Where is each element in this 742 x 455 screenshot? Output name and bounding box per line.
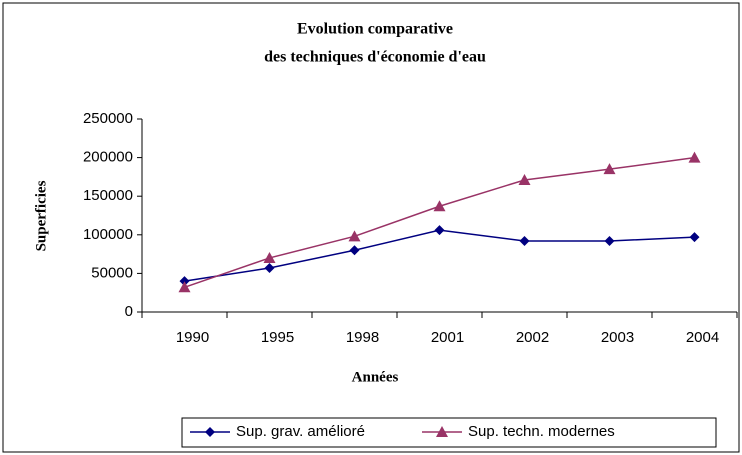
x-tick-label: 2003 — [601, 329, 634, 346]
data-point — [348, 230, 361, 242]
data-point — [349, 245, 360, 256]
x-tick-label: 1990 — [176, 329, 209, 346]
legend-marker — [205, 427, 215, 437]
chart-title: des techniques d'économie d'eau — [264, 49, 486, 66]
data-point — [604, 235, 615, 246]
data-point — [518, 173, 531, 185]
y-tick-label: 0 — [125, 303, 133, 320]
data-point — [264, 262, 275, 273]
y-tick-label: 150000 — [83, 187, 133, 204]
legend-label: Sup. techn. modernes — [468, 423, 615, 440]
y-tick-label: 200000 — [83, 149, 133, 166]
y-axis-label: Superficies — [33, 180, 49, 251]
x-tick-label: 2004 — [686, 329, 719, 346]
data-point — [433, 200, 446, 212]
data-point — [434, 225, 445, 236]
data-point — [263, 251, 276, 263]
x-tick-label: 1995 — [261, 329, 294, 346]
x-tick-label: 2001 — [431, 329, 464, 346]
data-point — [688, 151, 701, 163]
x-tick-label: 1998 — [346, 329, 379, 346]
y-tick-label: 50000 — [91, 264, 133, 281]
y-tick-label: 250000 — [83, 110, 133, 127]
data-point — [179, 276, 190, 287]
x-axis-label: Années — [352, 369, 399, 385]
y-tick-label: 100000 — [83, 226, 133, 243]
data-point — [178, 281, 191, 293]
x-tick-label: 2002 — [516, 329, 549, 346]
chart-title: Evolution comparative — [297, 21, 453, 38]
data-point — [519, 235, 530, 246]
data-point — [603, 163, 616, 175]
legend-label: Sup. grav. amélioré — [236, 423, 365, 440]
legend-marker — [436, 426, 448, 437]
data-point — [689, 232, 700, 243]
